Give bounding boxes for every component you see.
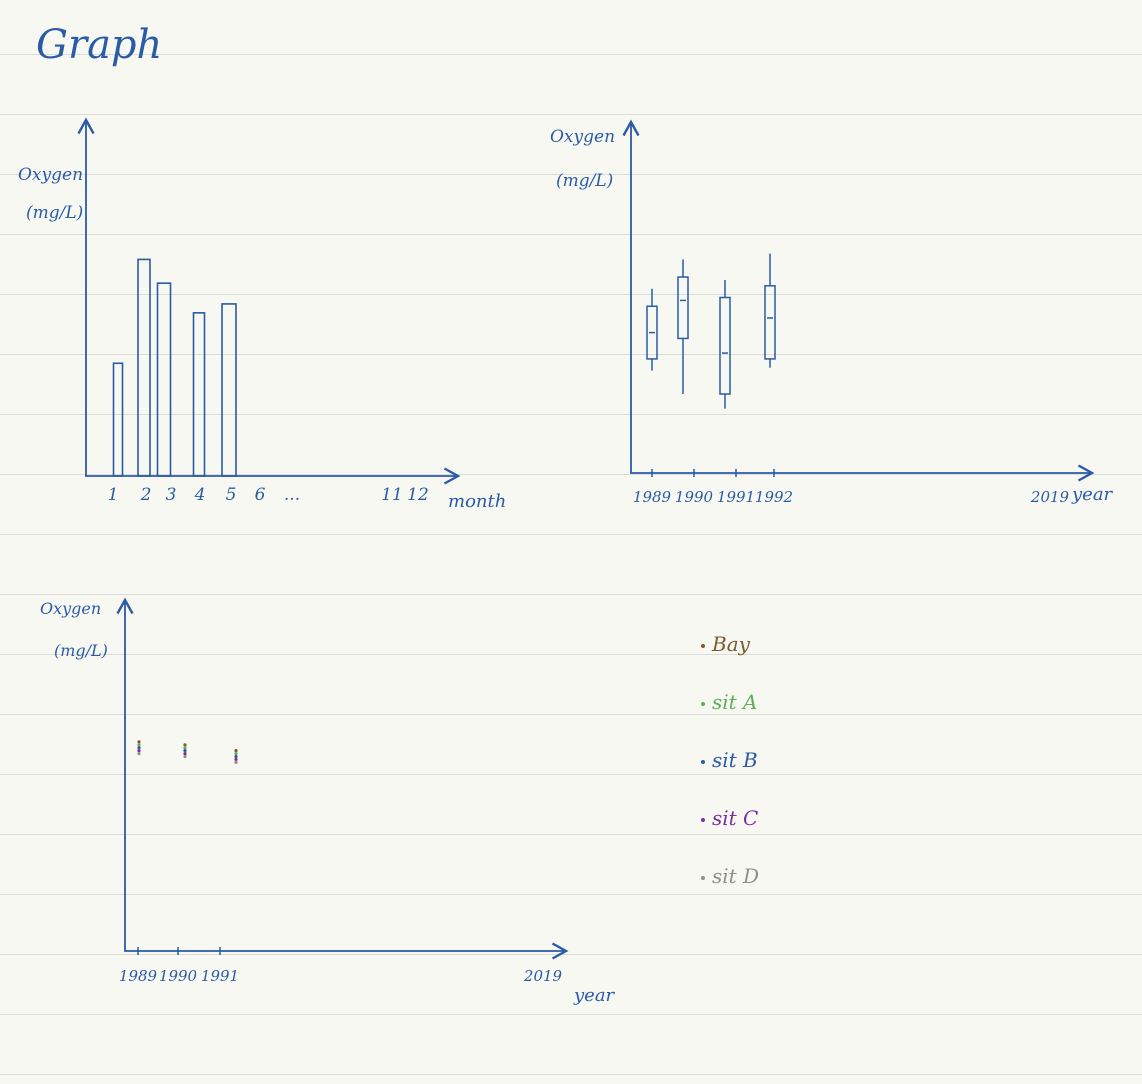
point-sit-a-1991 <box>234 751 238 756</box>
point-sit-b-1991 <box>234 754 238 759</box>
legend-label-sit-c: sit C <box>712 806 758 830</box>
legend-label-sit-d: sit D <box>712 864 759 888</box>
box-1990-body <box>677 276 689 340</box>
bar-2 <box>137 258 151 477</box>
legend-label-sit-a: sit A <box>712 690 758 714</box>
scatter-chart-xlabel: year <box>573 985 616 1006</box>
box-chart-tick-labels: 1989 1990 1991 1992 2019 <box>633 469 1070 506</box>
box-tick-label-1989: 1989 <box>633 488 672 506</box>
legend-label-bay: Bay <box>711 632 751 656</box>
box-1992 <box>764 253 776 368</box>
point-sit-d-1991 <box>234 760 238 764</box>
scatter-tick-label-1991: 1991 <box>201 967 239 985</box>
bar-tick-label-3: 3 <box>166 485 177 505</box>
legend-marker-sit-d <box>701 876 705 880</box>
point-sit-a-1989 <box>137 743 141 747</box>
bar-chart-marks <box>112 258 237 477</box>
box-chart: Oxygen (mg/L) year 1989 1990 1991 1992 2019 <box>550 119 1114 506</box>
bar-tick-label-1: 1 <box>108 485 119 505</box>
scatter-chart: Oxygen (mg/L) year 1989 1990 1991 2019 Bay s… <box>40 597 759 1006</box>
point-bay-1991 <box>234 749 238 753</box>
bar-4 <box>192 312 206 477</box>
box-tick-label-1991: 1991 <box>717 488 755 506</box>
point-sit-d-1989 <box>137 751 141 756</box>
box-chart-xlabel: year <box>1071 484 1114 505</box>
bar-1 <box>112 362 124 477</box>
point-sit-d-1990 <box>183 754 187 759</box>
point-sit-c-1991 <box>234 757 238 762</box>
bar-chart: Oxygen (mg/L) month 1 2 3 4 5 6... 11 12 <box>18 117 506 512</box>
bar-chart-tick-labels: 1 2 3 4 5 6... 11 12 <box>108 485 429 505</box>
legend-marker-sit-c <box>701 818 705 822</box>
box-tick-label-2019: 2019 <box>1030 488 1070 506</box>
box-chart-marks <box>646 253 776 409</box>
point-sit-a-1990 <box>183 746 187 750</box>
box-1989-body <box>646 305 658 360</box>
scatter-chart-legend: Bay sit A sit B sit C sit D <box>701 632 759 888</box>
box-chart-ylabel-line2: (mg/L) <box>556 171 613 191</box>
point-sit-b-1989 <box>137 746 141 750</box>
legend-marker-sit-a <box>701 702 705 706</box>
point-sit-c-1990 <box>183 751 187 756</box>
scatter-chart-marks <box>137 740 238 764</box>
scatter-tick-label-1990: 1990 <box>159 967 198 985</box>
bar-tick-label-6: 6 <box>255 485 266 505</box>
legend-marker-sit-b <box>701 760 705 764</box>
bar-tick-label-7: ... <box>284 485 300 505</box>
scatter-tick-label-1989: 1989 <box>119 967 158 985</box>
bar-chart-xlabel: month <box>448 491 506 512</box>
scatter-chart-ylabel-line2: (mg/L) <box>54 641 108 660</box>
box-1989 <box>646 288 658 371</box>
bar-tick-label-8: 11 <box>381 485 403 505</box>
bar-3 <box>156 282 172 477</box>
box-1992-body <box>764 285 776 360</box>
box-1991 <box>719 279 731 409</box>
box-1990 <box>677 259 689 395</box>
point-sit-c-1989 <box>137 749 141 753</box>
bar-chart-ylabel-line1: Oxygen <box>18 165 83 185</box>
bar-tick-label-9: 12 <box>407 485 429 505</box>
point-bay-1989 <box>137 740 141 744</box>
point-sit-b-1990 <box>183 749 187 753</box>
bar-tick-label-4: 4 <box>194 485 206 505</box>
point-bay-1990 <box>183 743 187 747</box>
legend-label-sit-b: sit B <box>712 748 758 772</box>
legend-marker-bay <box>701 644 705 648</box>
bar-5 <box>221 303 237 477</box>
scatter-chart-tick-labels: 1989 1990 1991 2019 <box>119 947 563 985</box>
scatter-tick-label-2019: 2019 <box>523 967 563 985</box>
box-tick-label-1990: 1990 <box>675 488 714 506</box>
bar-chart-ylabel-line2: (mg/L) <box>26 203 83 223</box>
bar-tick-label-5: 5 <box>226 485 237 505</box>
box-chart-ylabel-line1: Oxygen <box>550 127 615 147</box>
page-title: Graph <box>36 22 162 68</box>
box-tick-label-1992: 1992 <box>755 488 793 506</box>
box-1991-body <box>719 296 731 395</box>
bar-tick-label-2: 2 <box>140 485 152 505</box>
scatter-chart-ylabel-line1: Oxygen <box>40 599 101 618</box>
